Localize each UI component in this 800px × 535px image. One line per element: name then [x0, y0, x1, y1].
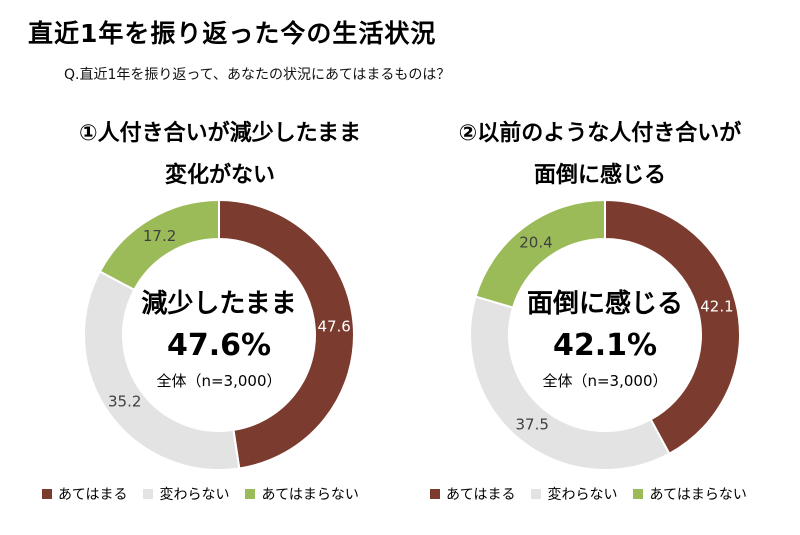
chart-2-title-line-2: 面倒に感じる: [533, 163, 666, 188]
chart-2-value-label-not-applies: 20.4: [519, 233, 552, 251]
legend-label-no-change: 変わらない: [547, 487, 618, 503]
chart-2-slice-not-applies: [474, 198, 606, 309]
legend-swatch-not-applies: [633, 489, 644, 499]
chart-1-heading: ①人付き合いが減少したまま 変化がない: [20, 113, 420, 197]
page-title: 直近1年を振り返った今の生活状況: [28, 19, 437, 48]
chart-2-donut: 42.1 37.5 20.4: [469, 198, 741, 471]
chart-2-heading: ②以前のような人付き合いが 面倒に感じる: [400, 113, 800, 197]
legend-swatch-applies: [42, 489, 52, 499]
chart-2-center-base: 全体（n=3,000）: [542, 372, 668, 390]
legend-label-no-change: 変わらない: [159, 487, 230, 503]
chart-2-slice-no-change: [469, 295, 671, 471]
chart-1-center-base: 全体（n=3,000）: [156, 372, 282, 390]
legend-item-no-change: 変わらない: [143, 484, 229, 504]
chart-1-center-text: 減少したまま: [141, 289, 297, 319]
chart-2-value-label-no-change: 37.5: [516, 416, 549, 434]
legend-item-no-change: 変わらない: [531, 484, 617, 504]
chart-1-slice-applies: [218, 198, 355, 470]
chart-1-value-label-applies: 47.6: [317, 317, 350, 335]
legend-item-not-applies: あてはまらない: [633, 484, 747, 504]
chart-1-donut: 47.6 35.2 17.2: [83, 198, 355, 471]
legend-item-applies: あてはまる: [430, 484, 515, 504]
chart-2-center-text: 面倒に感じる: [526, 289, 683, 319]
chart-2-center-value: 42.1%: [552, 328, 658, 363]
survey-question: Q.直近1年を振り返って、あなたの状況にあてはまるものは？: [64, 67, 451, 83]
legend-swatch-not-applies: [245, 489, 256, 499]
legend-label-not-applies: あてはまらない: [261, 487, 359, 503]
chart-1-legend: あてはまる 変わらない あてはまらない: [42, 484, 359, 504]
chart-1-title-line-2: 変化がない: [164, 163, 275, 188]
chart-1-title-line-1: ①人付き合いが減少したまま: [79, 121, 361, 146]
legend-swatch-no-change: [143, 489, 154, 499]
legend-swatch-applies: [430, 489, 440, 499]
legend-label-applies: あてはまる: [446, 487, 516, 503]
legend-label-applies: あてはまる: [58, 487, 128, 503]
chart-1-value-label-not-applies: 17.2: [143, 227, 176, 245]
chart-2-title-line-1: ②以前のような人付き合いが: [458, 121, 742, 146]
chart-1-value-label-no-change: 35.2: [108, 393, 141, 411]
chart-1-center: 減少したまま 47.6% 全体（n=3,000）: [89, 285, 349, 393]
chart-2-center: 面倒に感じる 42.1% 全体（n=3,000）: [475, 285, 735, 393]
chart-2-legend: あてはまる 変わらない あてはまらない: [430, 484, 747, 504]
chart-2-value-label-applies: 42.1: [700, 298, 733, 316]
legend-swatch-no-change: [531, 489, 542, 499]
chart-1-slice-not-applies: [98, 198, 220, 292]
legend-item-not-applies: あてはまらない: [245, 484, 359, 504]
legend-label-not-applies: あてはまらない: [649, 487, 747, 503]
legend-item-applies: あてはまる: [42, 484, 127, 504]
chart-2-slice-applies: [604, 198, 741, 456]
chart-1-center-value: 47.6%: [166, 328, 272, 363]
